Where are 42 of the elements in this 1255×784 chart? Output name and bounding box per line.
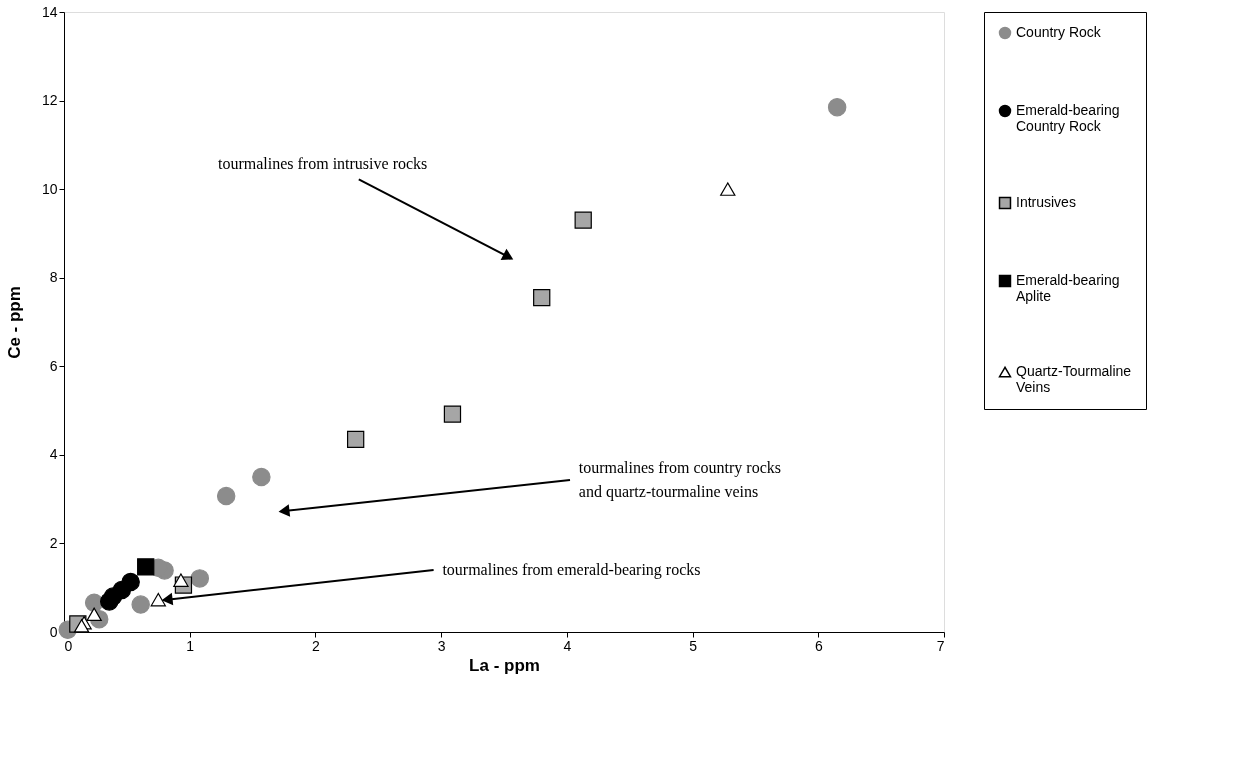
y-tick-label: 10 (41, 180, 58, 197)
annotation: tourmalines from intrusive rocks (218, 154, 428, 172)
point (533, 288, 551, 307)
legend-label: Quartz-Tourmaline Veins (1016, 363, 1132, 395)
point (131, 595, 150, 614)
x-tick-label: 6 (814, 637, 823, 654)
y-tick-label: 6 (49, 357, 58, 374)
x-tick-label: 3 (437, 637, 446, 654)
point (827, 97, 847, 117)
x-tick-label: 2 (312, 637, 321, 654)
y-tick-label: 0 (49, 623, 58, 640)
point (137, 558, 155, 576)
point (720, 182, 736, 196)
legend-label: Emerald-bearing Aplite (1016, 272, 1120, 304)
y-tick-label: 4 (49, 446, 58, 463)
legend-label: Country Rock (1016, 24, 1102, 40)
y-tick-label: 14 (41, 3, 58, 20)
x-tick-label: 1 (186, 637, 195, 654)
point (150, 592, 166, 607)
point (73, 619, 90, 633)
point (190, 569, 210, 588)
annotation: tourmalines from country rocks and quartz-tourmaline veins (578, 458, 781, 501)
annotation: tourmalines from emerald-bearing rocks (442, 561, 701, 579)
point (173, 573, 189, 587)
point (347, 430, 365, 449)
y-tick-label: 2 (49, 534, 58, 551)
point (443, 405, 462, 423)
y-axis-title: Ce - ppm (4, 286, 24, 359)
point (574, 211, 592, 229)
legend-label: Intrusives (1016, 194, 1076, 210)
y-tick-label: 12 (41, 92, 58, 109)
x-tick-label: 0 (64, 637, 73, 654)
point (121, 572, 140, 592)
legend-label: Emerald-bearing Country Rock (1016, 102, 1120, 134)
x-tick-label: 7 (936, 637, 945, 654)
y-tick-label: 8 (49, 269, 58, 286)
point (252, 467, 271, 487)
point (86, 607, 102, 622)
point (216, 486, 236, 506)
x-axis-title: La - ppm (469, 655, 540, 675)
x-tick-label: 4 (563, 637, 572, 654)
x-tick-label: 5 (689, 637, 698, 654)
